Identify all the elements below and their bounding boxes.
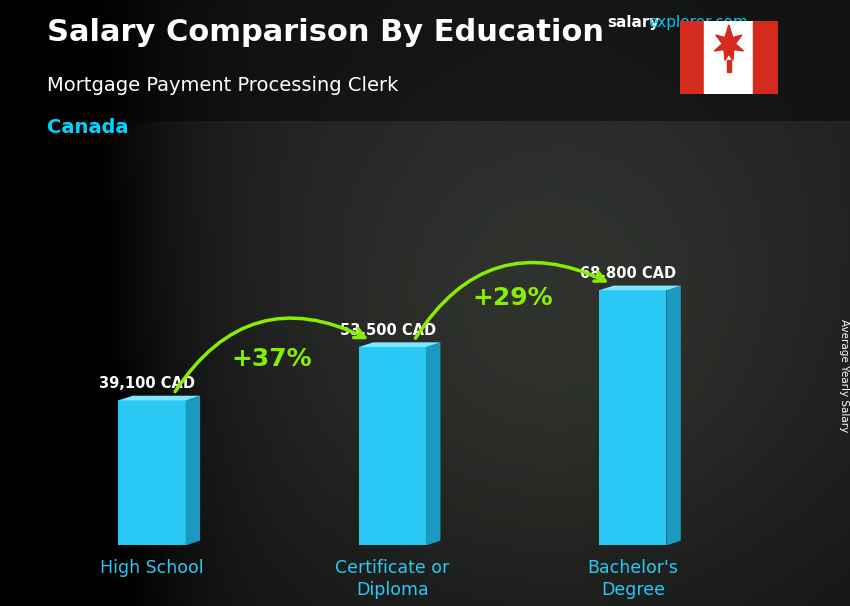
Polygon shape — [359, 342, 440, 347]
Polygon shape — [118, 396, 200, 401]
Text: Mortgage Payment Processing Clerk: Mortgage Payment Processing Clerk — [47, 76, 398, 95]
Polygon shape — [599, 285, 681, 290]
Text: Salary Comparison By Education: Salary Comparison By Education — [47, 18, 603, 47]
Polygon shape — [714, 25, 744, 61]
Polygon shape — [727, 61, 731, 72]
Bar — [599, 290, 666, 545]
Bar — [118, 401, 185, 545]
Polygon shape — [426, 342, 440, 545]
Bar — [753, 21, 778, 94]
Text: explorer.com: explorer.com — [649, 15, 748, 30]
Bar — [359, 347, 426, 545]
Bar — [680, 21, 705, 94]
Text: 53,500 CAD: 53,500 CAD — [339, 323, 436, 338]
Text: 39,100 CAD: 39,100 CAD — [99, 376, 196, 391]
Bar — [705, 21, 753, 94]
Text: salary: salary — [608, 15, 660, 30]
Text: +37%: +37% — [232, 347, 313, 371]
Text: +29%: +29% — [473, 286, 552, 310]
Polygon shape — [185, 396, 200, 545]
Text: 68,800 CAD: 68,800 CAD — [580, 266, 676, 281]
Text: Average Yearly Salary: Average Yearly Salary — [839, 319, 849, 432]
Text: Canada: Canada — [47, 118, 128, 137]
Polygon shape — [666, 285, 681, 545]
